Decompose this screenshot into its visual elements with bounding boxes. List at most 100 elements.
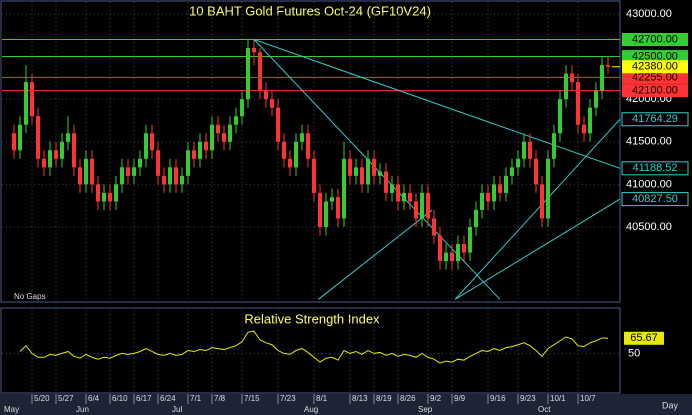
candle-body [552, 133, 556, 159]
candle-body [378, 171, 382, 176]
candle-body [570, 73, 574, 83]
x-tick-label: 8/19 [376, 394, 392, 403]
candle-body [192, 150, 196, 159]
candle-body [534, 158, 538, 185]
candle-body [348, 158, 352, 176]
level-label-box [622, 50, 688, 64]
y-tick-label: 40500.00 [626, 221, 672, 233]
candle-body [78, 167, 82, 185]
candle-body [360, 167, 364, 185]
candle-body [48, 150, 52, 168]
candle-body [72, 133, 76, 168]
candle-body [462, 244, 466, 253]
candle-body [606, 65, 610, 67]
y-tick-label: 41000.00 [626, 178, 672, 190]
x-tick-label: 6/24 [160, 394, 176, 403]
trendline-label-box [621, 112, 689, 127]
level-label-box [622, 33, 688, 46]
candle-body [522, 141, 526, 159]
level-label: 42500.00 [632, 50, 678, 62]
candle-body [96, 184, 100, 202]
candle-body [234, 116, 238, 125]
trendline-label: 40827.50 [632, 193, 678, 205]
candle-body [120, 167, 124, 185]
candle-body [486, 192, 490, 202]
x-tick-label: 9/16 [490, 394, 506, 403]
time-axis [0, 394, 692, 415]
trendline-label: 41188.52 [632, 162, 677, 174]
candle-body [288, 158, 292, 168]
month-label: Sep [418, 405, 433, 414]
candle-body [186, 150, 190, 176]
x-tick-label: 5/27 [58, 394, 74, 403]
candle-body [12, 133, 16, 151]
candle-body [276, 107, 280, 142]
candle-body [402, 192, 406, 202]
price-panel [0, 0, 621, 303]
trendline [317, 209, 433, 300]
candle-body [132, 167, 136, 176]
candle-body [306, 133, 310, 159]
candle-body [204, 141, 208, 151]
x-tick-label: 10/1 [550, 394, 566, 403]
x-tick-label: 9/9 [454, 394, 466, 403]
last-price-label: 42380.00 [632, 61, 678, 73]
candle-body [498, 184, 502, 193]
candle-body [270, 99, 274, 108]
level-label: 42255.00 [632, 71, 678, 83]
candle-body [408, 192, 412, 202]
x-tick-label: 7/1 [190, 394, 202, 403]
candle-body [102, 192, 106, 202]
candle-body [252, 48, 256, 53]
candle-body [336, 197, 340, 219]
candle-body [282, 141, 286, 159]
candle-body [300, 133, 304, 142]
candle-body [138, 158, 142, 168]
rsi-tick-label: 50 [628, 347, 640, 359]
candle-body [246, 48, 250, 100]
candle-body [198, 141, 202, 159]
candle-body [60, 141, 64, 159]
trendline-label-box [621, 192, 689, 207]
candle-body [414, 201, 418, 219]
level-label: 42700.00 [632, 33, 678, 45]
month-label: Aug [304, 405, 318, 414]
trendline [454, 198, 621, 300]
candle-body [24, 82, 28, 125]
last-price-box [622, 60, 688, 74]
x-tick-label: 8/13 [352, 394, 368, 403]
candle-body [444, 252, 448, 262]
candle-body [210, 124, 214, 151]
candle-body [366, 158, 370, 185]
candle-body [216, 124, 220, 134]
candle-body [390, 184, 394, 193]
candle-body [456, 244, 460, 262]
month-label: Jul [172, 405, 182, 414]
candle-body [582, 124, 586, 134]
x-tick-label: 9/23 [520, 394, 536, 403]
candle-body [66, 133, 70, 142]
trendline-label: 41764.29 [632, 113, 678, 125]
candle-body [84, 158, 88, 185]
candle-body [150, 133, 154, 151]
candle-body [114, 184, 118, 202]
candle-body [324, 201, 328, 227]
candle-body [312, 158, 316, 193]
candle-body [426, 192, 430, 219]
candle-body [240, 99, 244, 117]
candle-body [36, 116, 40, 159]
y-tick-label: 41500.00 [626, 136, 672, 148]
candle-body [156, 150, 160, 176]
trendline-label-box [621, 161, 689, 176]
candle-body [576, 82, 580, 125]
candle-body [588, 107, 592, 134]
candle-body [528, 141, 532, 159]
x-tick-label: 6/17 [136, 394, 152, 403]
month-label: Jun [76, 405, 89, 414]
month-label: May [4, 405, 19, 414]
level-label-box [622, 84, 688, 98]
gap-note: No Gaps [14, 292, 46, 301]
candle-body [510, 167, 514, 176]
candle-body [558, 99, 562, 134]
candle-body [420, 192, 424, 219]
